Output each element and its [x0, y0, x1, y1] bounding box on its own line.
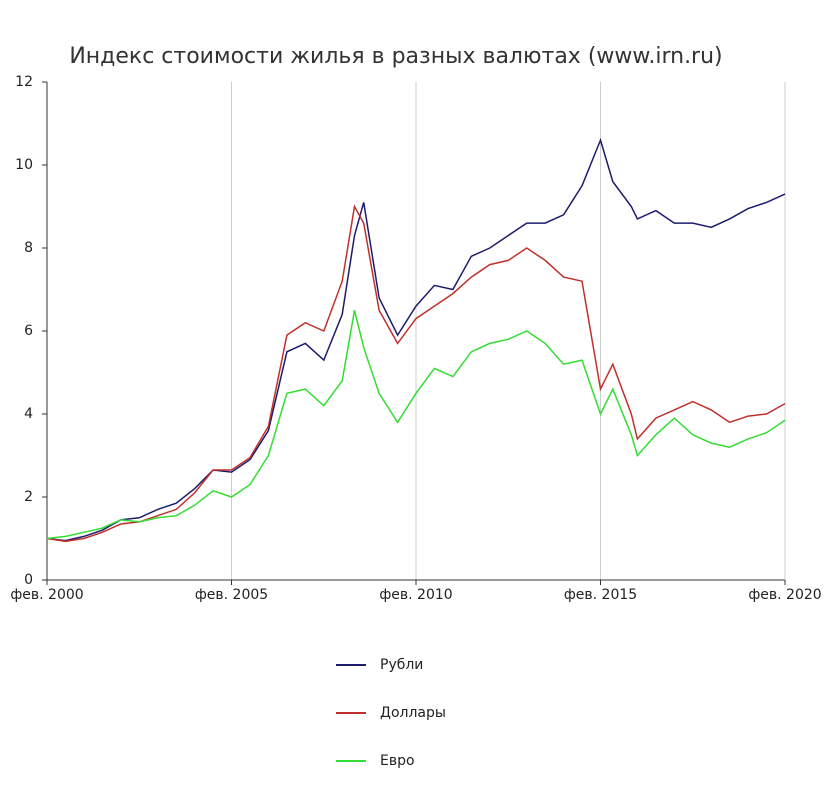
y-tick-label: 12: [15, 74, 33, 90]
x-tick-label: фев. 2005: [195, 587, 268, 603]
legend-label: Евро: [380, 753, 415, 769]
y-tick-label: 10: [15, 157, 33, 173]
x-tick-label: фев. 2020: [748, 587, 821, 603]
y-tick-label: 4: [24, 406, 33, 422]
y-tick-label: 8: [24, 240, 33, 256]
series-line: [46, 310, 786, 540]
x-tick-label: фев. 2015: [564, 587, 637, 603]
legend-label: Рубли: [380, 657, 423, 673]
chart-title: Индекс стоимости жилья в разных валютах …: [69, 44, 722, 69]
y-tick-label: 0: [24, 572, 33, 588]
y-tick-label: 6: [24, 323, 33, 339]
series-line: [46, 137, 786, 542]
legend-label: Доллары: [380, 705, 446, 721]
x-tick-label: фев. 2000: [10, 587, 83, 603]
x-tick-label: фев. 2010: [379, 587, 452, 603]
series-line: [46, 204, 786, 543]
y-tick-label: 2: [24, 489, 33, 505]
